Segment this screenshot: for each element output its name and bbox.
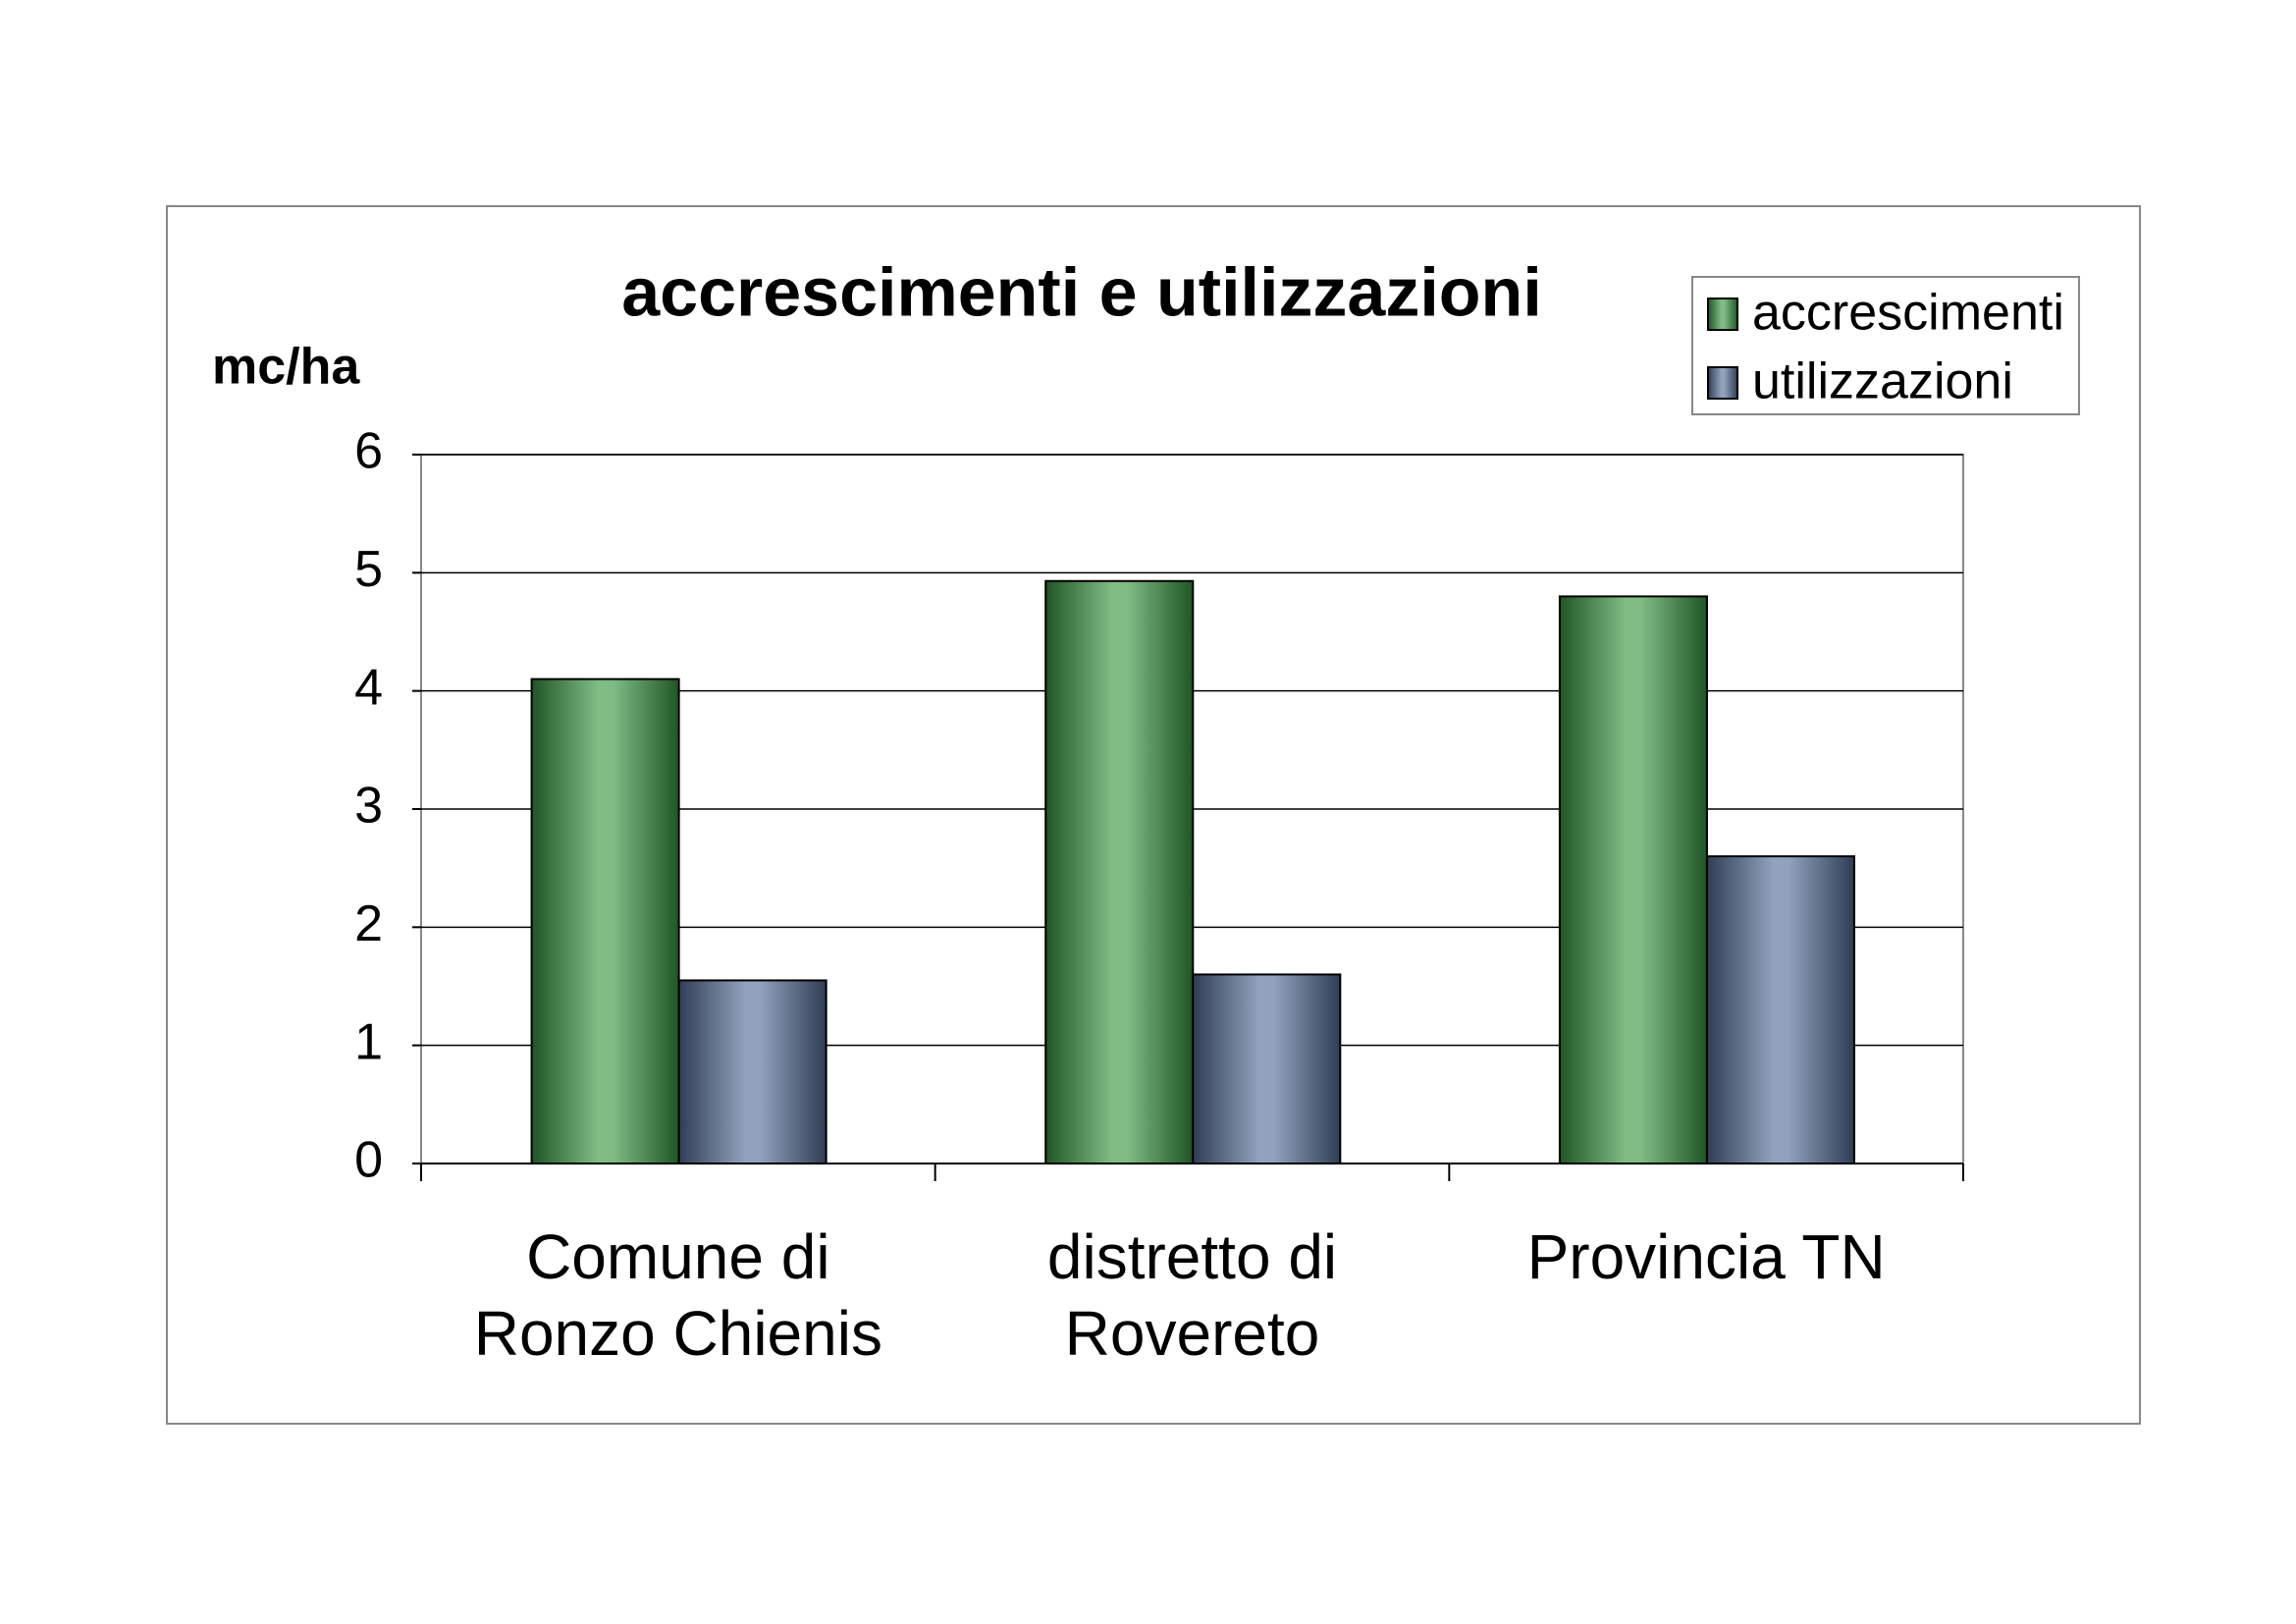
legend-swatch — [1707, 366, 1738, 400]
bar — [677, 979, 828, 1164]
legend-swatch — [1707, 298, 1738, 331]
y-tick-label: 1 — [354, 1013, 383, 1070]
legend-label: accrescimenti — [1752, 285, 2064, 342]
y-tick-label: 4 — [354, 659, 383, 716]
y-tick-label: 6 — [354, 423, 383, 480]
y-axis-label: mc/ha — [212, 339, 360, 396]
x-tick-label: Comune di Ronzo Chienis — [473, 1221, 882, 1369]
legend-label: utilizzazioni — [1752, 353, 2013, 410]
chart-title: accrescimenti e utilizzazioni — [621, 253, 1542, 330]
bar — [1705, 855, 1855, 1165]
bar — [530, 677, 680, 1165]
bar — [1044, 579, 1195, 1164]
legend-box — [1691, 276, 2080, 415]
x-tick-label: Provincia TN — [1526, 1221, 1886, 1292]
bar — [1558, 595, 1708, 1164]
y-tick-label: 0 — [354, 1132, 383, 1189]
y-tick-label: 5 — [354, 541, 383, 598]
x-tick-label: distretto di Rovereto — [1046, 1221, 1338, 1369]
y-tick-label: 2 — [354, 895, 383, 952]
bar — [1192, 973, 1342, 1165]
y-tick-label: 3 — [354, 778, 383, 835]
